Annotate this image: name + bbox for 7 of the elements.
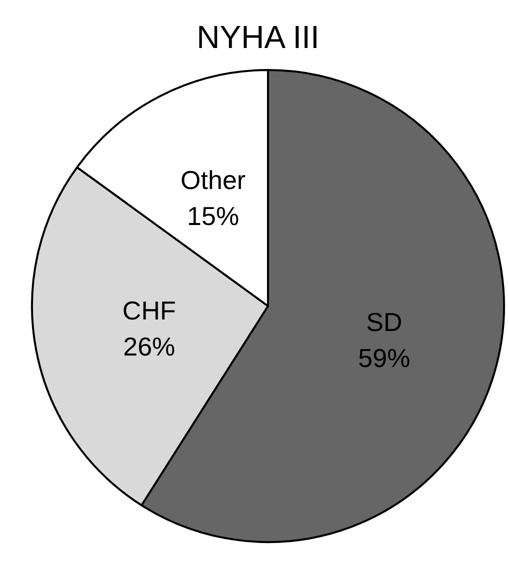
data-label: 26% bbox=[123, 332, 176, 362]
slice-label: CHF bbox=[122, 296, 176, 326]
data-label: 59% bbox=[358, 342, 410, 373]
chart-title: NYHA III bbox=[196, 19, 320, 55]
slice-label: Other bbox=[180, 165, 246, 196]
slice-label: SD bbox=[366, 306, 402, 337]
data-label: 15% bbox=[187, 201, 240, 232]
